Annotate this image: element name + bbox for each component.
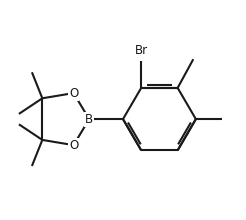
Text: O: O xyxy=(69,87,78,100)
Text: O: O xyxy=(69,139,78,152)
Text: B: B xyxy=(85,113,93,126)
Text: Br: Br xyxy=(135,44,148,57)
